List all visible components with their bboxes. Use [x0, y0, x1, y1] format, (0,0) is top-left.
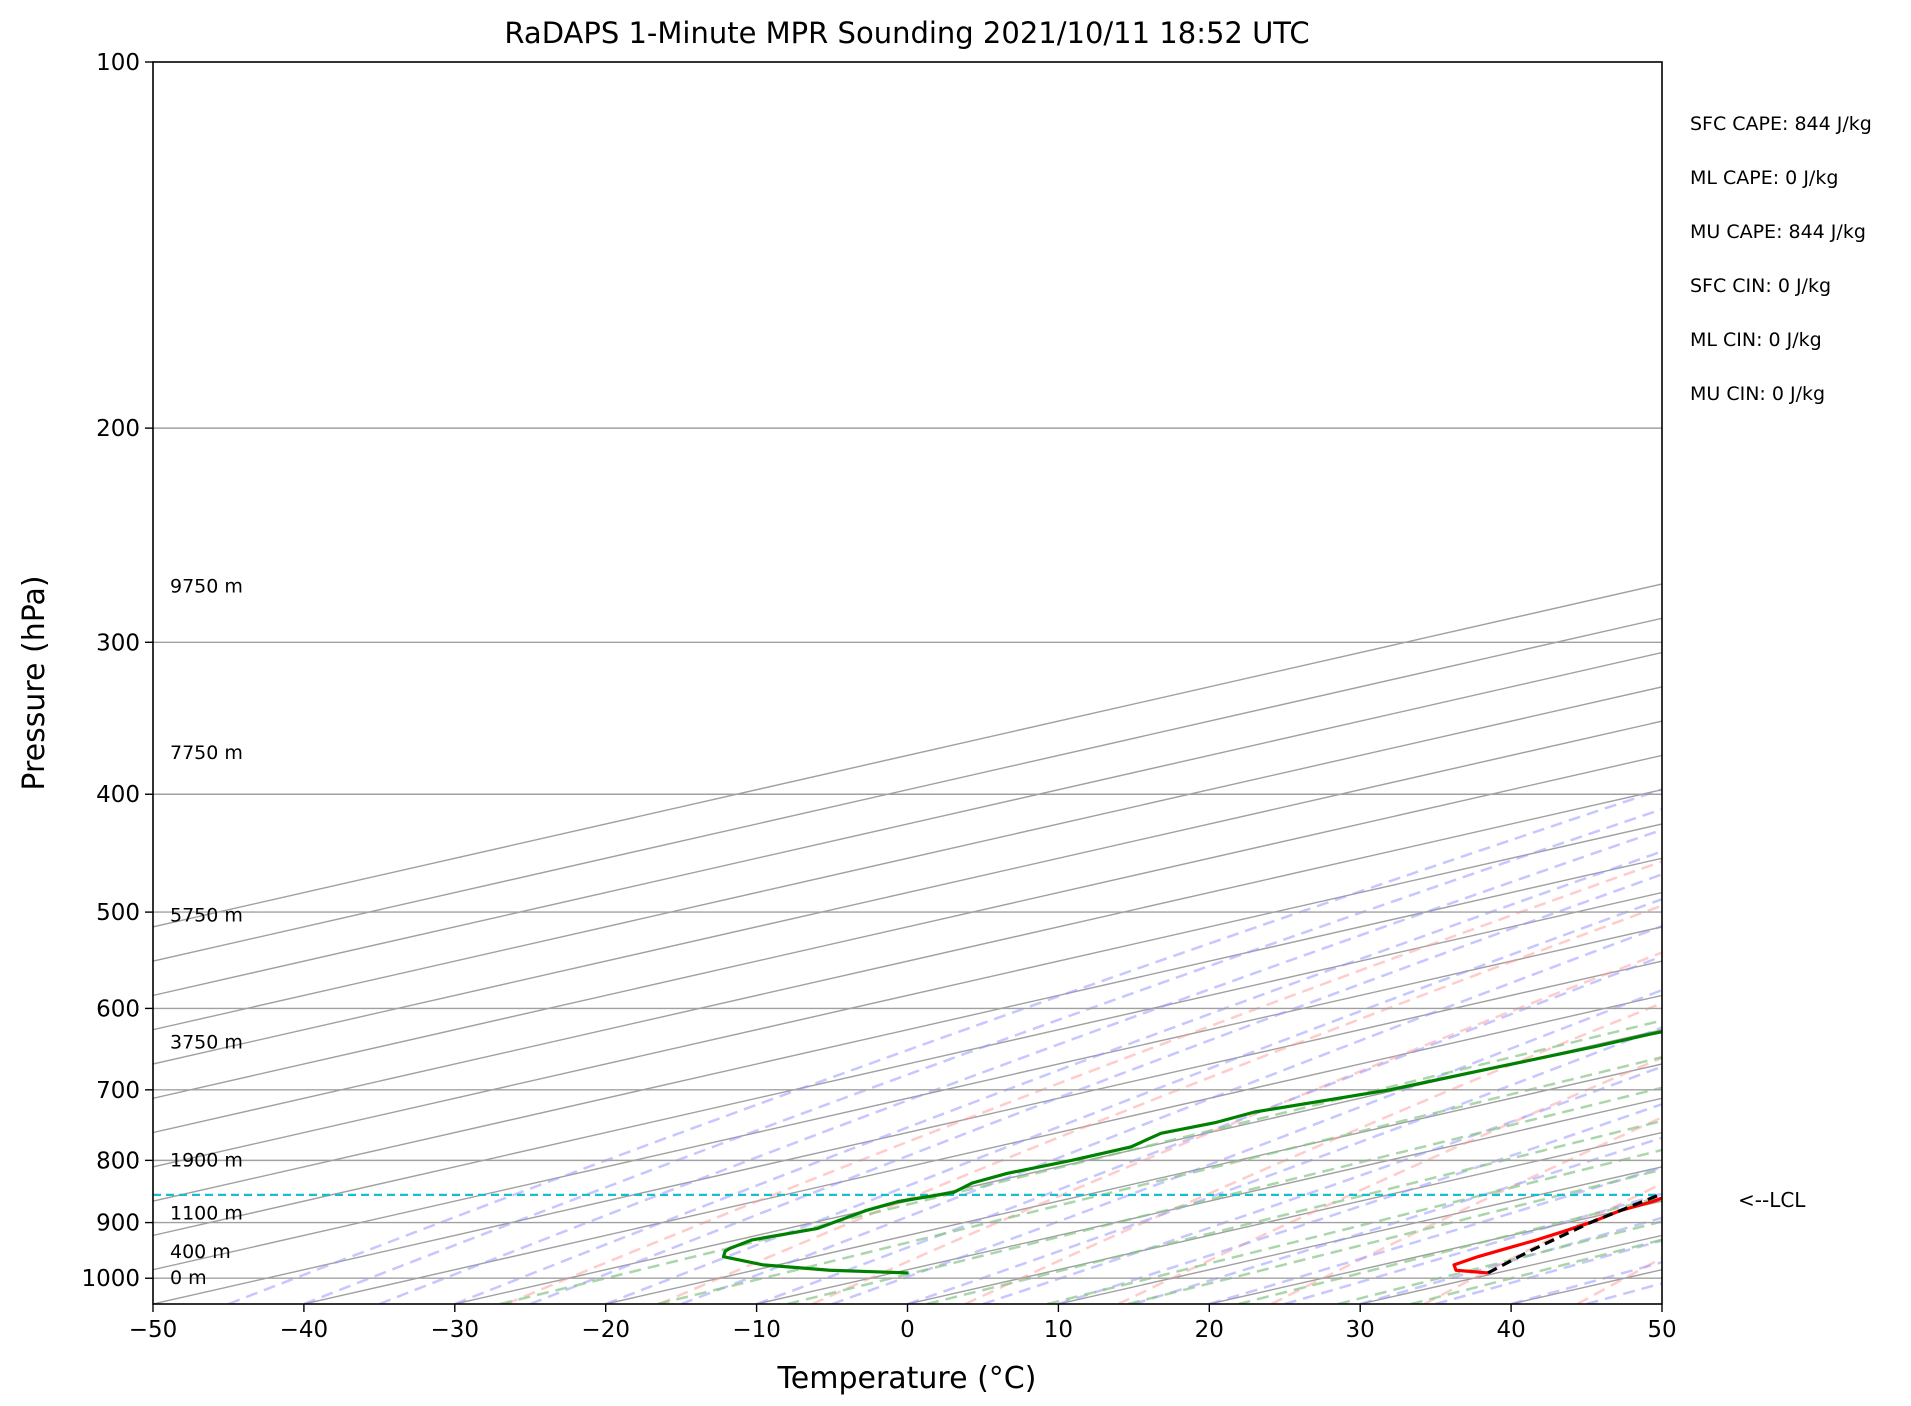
lcl-label: <--LCL	[1738, 1188, 1806, 1212]
moist-adiabat-line	[303, 807, 1662, 1304]
mixing-ratio-line	[787, 1086, 1662, 1304]
x-tick-label: −30	[431, 1317, 480, 1343]
isotherm-line	[605, 1063, 1662, 1304]
isotherm-line	[153, 857, 1662, 1202]
moist-adiabat-line	[529, 873, 1662, 1304]
x-tick-label: 20	[1195, 1317, 1224, 1343]
profile-series	[721, 1030, 1662, 1275]
background-reference-lines	[153, 583, 1662, 1304]
isotherm-line	[153, 960, 1662, 1304]
dry-adiabat-line	[1117, 1056, 1662, 1304]
x-tick-label: 40	[1496, 1317, 1525, 1343]
moist-adiabat-line	[831, 988, 1662, 1304]
height-label: 3750 m	[170, 1031, 243, 1053]
isotherm-line	[153, 754, 1662, 1100]
isotherm-line	[153, 891, 1662, 1237]
x-tick-label: 30	[1346, 1317, 1375, 1343]
mixing-ratio-line	[1410, 1238, 1662, 1304]
stat-annotation: ML CAPE: 0 J/kg	[1690, 167, 1838, 189]
moist-adiabat-line	[227, 788, 1662, 1304]
x-tick-label: 0	[900, 1317, 915, 1343]
mixing-ratio-line	[1047, 1148, 1662, 1304]
x-tick-label: 50	[1647, 1317, 1676, 1343]
y-axis-label: Pressure (hPa)	[17, 575, 52, 790]
y-tick-label: 300	[96, 630, 140, 656]
x-axis-label: Temperature (°C)	[777, 1361, 1037, 1396]
chart-title: RaDAPS 1-Minute MPR Sounding 2021/10/11 …	[504, 16, 1309, 50]
x-tick-label: −40	[280, 1317, 329, 1343]
stat-annotation: MU CIN: 0 J/kg	[1690, 383, 1825, 405]
isotherm-line	[454, 1028, 1662, 1304]
isotherm-line	[153, 651, 1662, 997]
mixing-ratio-line	[657, 1055, 1662, 1304]
y-tick-label: 200	[96, 416, 140, 442]
parcel-profile-line	[1487, 1192, 1662, 1275]
height-label: 1900 m	[170, 1149, 243, 1171]
isotherm-line	[153, 788, 1662, 1134]
isotherm-line	[153, 617, 1662, 962]
moist-adiabat-line	[605, 897, 1662, 1304]
height-label: 9750 m	[170, 576, 243, 598]
y-tick-label: 900	[96, 1211, 140, 1237]
x-tick-label: −50	[129, 1317, 178, 1343]
isotherm-line	[153, 823, 1662, 1168]
mixing-ratio-line	[1127, 1168, 1662, 1304]
dry-adiabat-line	[505, 860, 1662, 1304]
temperature-profile-line	[1452, 1196, 1662, 1275]
mixing-ratio-line	[1238, 1195, 1662, 1304]
height-label: 400 m	[170, 1241, 231, 1263]
height-label: 1100 m	[170, 1203, 243, 1225]
x-tick-label: −10	[732, 1317, 781, 1343]
y-tick-label: 400	[96, 782, 140, 808]
x-tick-label: −20	[581, 1317, 630, 1343]
stat-annotation: SFC CIN: 0 J/kg	[1690, 275, 1831, 297]
y-tick-label: 500	[96, 900, 140, 926]
y-tick-label: 1000	[81, 1266, 140, 1292]
stat-annotation: SFC CAPE: 844 J/kg	[1690, 113, 1872, 135]
y-tick-label: 100	[96, 50, 140, 76]
dry-adiabat-line	[658, 904, 1662, 1304]
height-label: 5750 m	[170, 904, 243, 926]
height-label: 7750 m	[170, 742, 243, 764]
stat-annotation: MU CAPE: 844 J/kg	[1690, 221, 1866, 243]
moist-adiabat-line	[680, 924, 1662, 1304]
moist-adiabat-line	[454, 850, 1662, 1304]
y-tick-label: 600	[96, 996, 140, 1022]
dewpoint-profile-line	[721, 1030, 1662, 1275]
isotherm-line	[153, 583, 1662, 928]
axis-ticks: −50 −40 −30 −20 −10 0 10 20 30 40 50 100 200 300 400 50…	[81, 50, 1676, 1343]
x-tick-label: 10	[1044, 1317, 1073, 1343]
y-tick-label: 800	[96, 1148, 140, 1174]
mixing-ratio-line	[926, 1119, 1662, 1304]
side-labels: <--LCL 0 m 400 m 1100 m 1900 m 3750 m 5750 m 77…	[170, 113, 1872, 1289]
moist-adiabat-line	[378, 828, 1662, 1304]
height-label: 0 m	[170, 1267, 207, 1289]
stat-annotation: ML CIN: 0 J/kg	[1690, 329, 1822, 351]
moist-adiabat-line	[982, 1065, 1662, 1304]
mixing-ratio-line	[1337, 1220, 1662, 1304]
moist-adiabat-line	[1133, 1136, 1662, 1304]
y-tick-label: 700	[96, 1078, 140, 1104]
pressure-gridlines	[153, 427, 1662, 1279]
